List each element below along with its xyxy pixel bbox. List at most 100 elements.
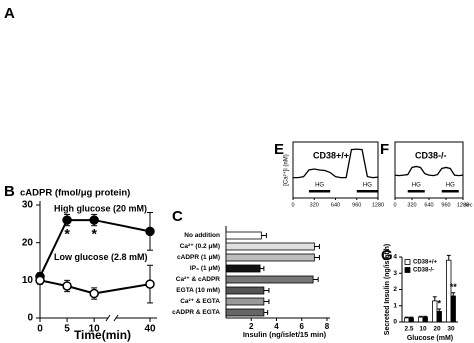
chart-title: CD38+/+	[313, 150, 349, 160]
bar	[225, 231, 262, 240]
panel-label: F	[380, 141, 389, 158]
stimulus-bar	[356, 190, 378, 193]
chart-title: CD38-/-	[415, 150, 447, 160]
significance: *	[64, 225, 70, 241]
x-tick-label: 960	[352, 202, 361, 208]
series-name: High glucose (20 mM)	[54, 203, 147, 213]
panel-label: A	[4, 5, 15, 22]
x-axis-label: sec	[464, 202, 473, 208]
category-label: Ca²⁺ & EGTA	[180, 298, 220, 305]
y-tick-label: 10	[22, 275, 34, 286]
x-tick-label: 960	[441, 202, 450, 208]
bar	[432, 300, 438, 323]
bar	[225, 253, 315, 262]
x-axis-label: Insulin (ng/islet/15 min)	[243, 330, 327, 339]
marker	[145, 226, 155, 237]
bar	[225, 242, 315, 251]
x-tick-label: 640	[331, 202, 340, 208]
y-tick-label: 1	[393, 302, 397, 309]
bar	[404, 317, 410, 323]
panel-label: C	[172, 208, 183, 225]
category-label: Ca²⁺ (0.2 μM)	[180, 243, 220, 250]
x-tick-label: 320	[310, 202, 319, 208]
axis-break	[105, 314, 111, 322]
x-tick-label: 40	[144, 324, 156, 335]
chart-title: cADPR (fmol/μg protein)	[20, 188, 130, 199]
panel-label: E	[274, 141, 284, 158]
y-tick-label: 2	[393, 286, 397, 293]
bar	[225, 297, 265, 306]
bar	[450, 295, 456, 323]
x-tick-label: 6	[300, 322, 305, 331]
significance: **	[450, 282, 458, 292]
stimulus-bar	[308, 190, 331, 193]
series-name: Low glucose (2.8 mM)	[54, 252, 148, 262]
x-tick-label: 0	[37, 324, 43, 335]
x-tick-label: 0	[291, 202, 294, 208]
stimulus-label: HG	[446, 183, 455, 189]
x-tick-label: 2.5	[404, 326, 413, 333]
trace-line	[394, 165, 464, 177]
legend-label: CD38-/-	[413, 268, 434, 274]
bar	[408, 317, 414, 323]
stimulus-label: HG	[412, 183, 421, 189]
marker	[145, 279, 155, 289]
significance: *	[91, 225, 97, 241]
x-tick-label: 5	[64, 324, 70, 335]
y-tick-label: 20	[22, 237, 34, 248]
bar	[225, 275, 314, 284]
x-tick-label: 30	[447, 326, 455, 333]
legend-label: CD38+/+	[413, 260, 438, 266]
category-label: IP₃ (1 μM)	[190, 265, 220, 272]
category-label: Ca²⁺ & cADPR	[176, 276, 221, 283]
stimulus-label: HG	[363, 183, 372, 189]
x-tick-label: 10	[89, 324, 101, 335]
bar	[418, 316, 424, 323]
x-tick-label: 20	[433, 326, 441, 333]
stimulus-bar	[407, 190, 425, 193]
marker	[62, 281, 72, 291]
marker	[35, 275, 45, 286]
x-tick-label: 320	[407, 202, 416, 208]
x-tick-label: 0	[393, 202, 396, 208]
y-tick-label: 3	[393, 270, 397, 277]
x-tick-label: 640	[424, 202, 433, 208]
y-tick-label: 0	[393, 319, 397, 326]
bar	[422, 316, 428, 323]
x-tick-label: 1280	[457, 202, 469, 208]
marker	[89, 288, 99, 299]
x-tick-label: 10	[419, 326, 427, 333]
series-line	[39, 219, 151, 277]
x-tick-label: 4	[274, 322, 279, 331]
y-axis-label: [Ca²⁺]i (nM)	[283, 154, 290, 186]
legend-swatch	[404, 267, 411, 273]
bar	[225, 264, 261, 273]
stimulus-bar	[441, 190, 459, 193]
panel-label: G	[381, 247, 393, 264]
bar	[225, 286, 265, 295]
x-axis-label: Time(min)	[74, 328, 131, 342]
category-label: EGTA (10 mM)	[176, 287, 220, 294]
bar	[436, 311, 442, 323]
marker	[89, 215, 99, 225]
bar	[225, 308, 265, 317]
x-axis-label: Glucose (mM)	[407, 335, 453, 342]
x-tick-label: 2	[249, 322, 254, 331]
legend-swatch	[404, 259, 411, 265]
x-tick-label: 8	[325, 322, 330, 331]
stimulus-label: HG	[315, 183, 324, 189]
panel-label: B	[4, 183, 15, 200]
x-tick-label: 1280	[372, 202, 384, 208]
axis-break	[113, 314, 119, 322]
category-label: No addition	[184, 232, 220, 239]
significance: *	[437, 298, 441, 308]
marker	[62, 215, 72, 225]
y-tick-label: 30	[22, 200, 34, 211]
y-tick-label: 0	[27, 313, 33, 324]
trace-line	[293, 148, 379, 179]
y-tick-label: 4	[393, 254, 397, 261]
category-label: cADPR (1 μM)	[177, 254, 220, 261]
y-axis-label: Secreted Insulin (ng/islet/h)	[384, 244, 391, 335]
series-line	[39, 279, 151, 295]
